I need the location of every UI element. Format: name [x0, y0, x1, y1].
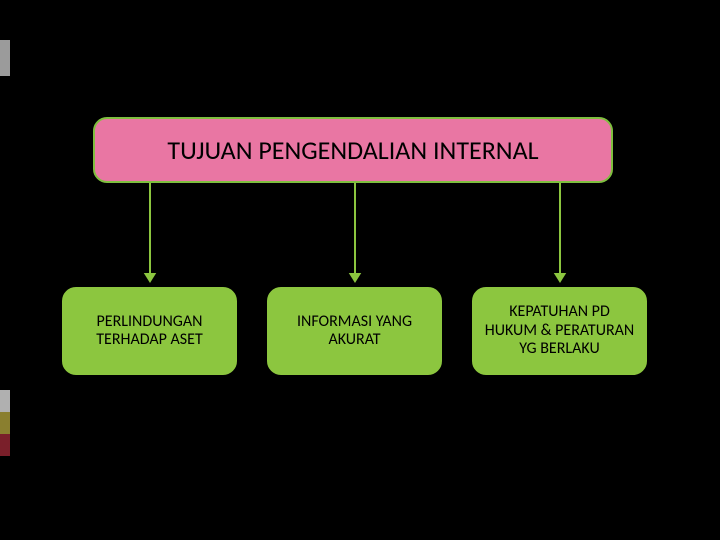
accent-stripe [0, 412, 10, 434]
accent-stripe [0, 434, 10, 456]
child-text: PERLINDUNGAN TERHADAP ASET [72, 313, 227, 350]
connector-arrows [0, 0, 720, 540]
title-text: TUJUAN PENGENDALIAN INTERNAL [167, 134, 538, 166]
child-text: KEPATUHAN PD HUKUM & PERATURAN YG BERLAK… [482, 303, 637, 358]
accent-stripe [0, 390, 10, 412]
child-node-accurate-information: INFORMASI YANG AKURAT [267, 287, 442, 375]
accent-stripe [0, 40, 10, 76]
child-node-legal-compliance: KEPATUHAN PD HUKUM & PERATURAN YG BERLAK… [472, 287, 647, 375]
child-text: INFORMASI YANG AKURAT [277, 313, 432, 350]
diagram-canvas: TUJUAN PENGENDALIAN INTERNAL PERLINDUNGA… [0, 0, 720, 540]
child-node-asset-protection: PERLINDUNGAN TERHADAP ASET [62, 287, 237, 375]
title-node: TUJUAN PENGENDALIAN INTERNAL [93, 117, 613, 183]
